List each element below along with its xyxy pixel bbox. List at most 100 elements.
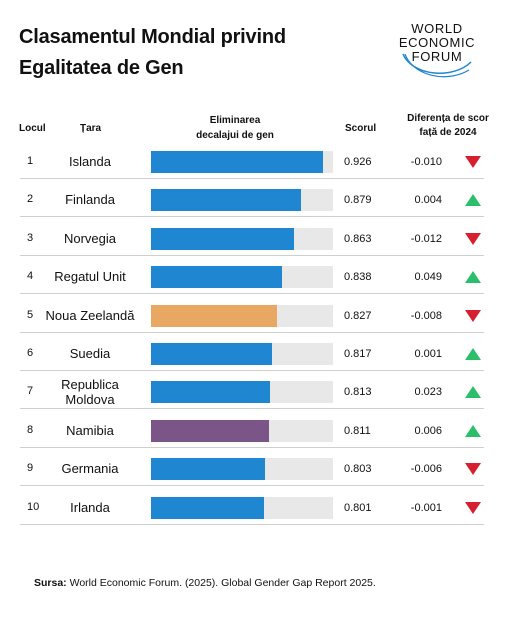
logo-line1: WORLD <box>411 21 463 36</box>
chart-title-line2: Egalitatea de Gen <box>19 57 184 79</box>
bar-track <box>151 189 333 211</box>
rank-label: 6 <box>27 347 34 359</box>
logo-line3: FORUM <box>411 49 463 64</box>
bar-track <box>151 458 333 480</box>
rank-label: 5 <box>27 309 34 321</box>
country-label: Norvegia <box>63 231 117 246</box>
row-divider <box>20 293 484 294</box>
score-label: 0.838 <box>344 271 372 283</box>
country-label: Suedia <box>69 346 111 361</box>
arrow-up-icon <box>465 425 481 437</box>
source-text: World Economic Forum. (2025). Global Gen… <box>66 577 376 589</box>
score-label: 0.827 <box>344 310 372 322</box>
arrow-up-icon <box>465 386 481 398</box>
bar-track <box>151 305 333 327</box>
bar-track <box>151 266 333 288</box>
bar-track <box>151 497 333 519</box>
rank-label: 8 <box>27 424 34 436</box>
header-bar-line1: Eliminarea <box>209 115 261 126</box>
bar <box>151 189 301 211</box>
bar <box>151 381 270 403</box>
row-divider <box>20 332 484 333</box>
diff-label: -0.006 <box>410 463 442 475</box>
rank-label: 3 <box>27 232 34 244</box>
diff-label: -0.001 <box>410 502 442 514</box>
diff-label: -0.010 <box>410 156 442 168</box>
chart-title-line1: Clasamentul Mondial privind <box>19 26 286 48</box>
score-label: 0.811 <box>344 425 371 437</box>
arrow-down-icon <box>465 233 481 245</box>
arrow-up-icon <box>465 348 481 360</box>
country-label: Republica Moldova <box>61 377 119 407</box>
bar <box>151 343 272 365</box>
score-label: 0.801 <box>344 502 372 514</box>
header-rank: Locul <box>19 123 46 134</box>
source-note: Sursa: World Economic Forum. (2025). Glo… <box>34 577 376 589</box>
bar-track <box>151 343 333 365</box>
bar <box>151 151 323 173</box>
row-divider <box>20 447 484 448</box>
row-divider <box>20 255 484 256</box>
country-label: Germania <box>61 461 119 476</box>
score-label: 0.863 <box>344 233 372 245</box>
header-diff-line2: față de 2024 <box>419 127 477 138</box>
row-divider <box>20 524 484 525</box>
rank-label: 2 <box>27 193 34 205</box>
header-diff: Diferența de scor față de 2024 <box>398 112 498 140</box>
row-divider <box>20 408 484 409</box>
header-bar-line2: decalajui de gen <box>196 130 274 141</box>
diff-label: 0.006 <box>414 425 442 437</box>
country-label: Regatul Unit <box>54 269 126 284</box>
diff-label: -0.012 <box>410 233 442 245</box>
country-label: Noua Zeelandă <box>45 308 135 323</box>
score-label: 0.817 <box>344 348 372 360</box>
score-label: 0.803 <box>344 463 372 475</box>
diff-label: -0.008 <box>410 310 442 322</box>
arrow-up-icon <box>465 194 481 206</box>
chart-title: Clasamentul Mondial privind Egalitatea d… <box>19 22 349 84</box>
arrow-down-icon <box>465 310 481 322</box>
bar <box>151 458 265 480</box>
country-label: Namibia <box>66 423 114 438</box>
header-diff-line1: Diferența de scor <box>407 113 489 124</box>
bar <box>151 305 277 327</box>
header-score: Scorul <box>345 123 377 134</box>
rank-label: 9 <box>27 462 34 474</box>
arrow-up-icon <box>465 271 481 283</box>
bar <box>151 420 269 442</box>
diff-label: 0.001 <box>414 348 442 360</box>
row-divider <box>20 216 484 217</box>
score-label: 0.926 <box>344 156 372 168</box>
country-label: Islanda <box>69 154 111 169</box>
country-label: Irlanda <box>70 500 110 515</box>
row-divider <box>20 370 484 371</box>
rank-label: 10 <box>27 501 40 513</box>
bar-track <box>151 228 333 250</box>
row-divider <box>20 178 484 179</box>
header-country: Țara <box>80 123 102 134</box>
source-label: Sursa: <box>34 577 67 589</box>
bar <box>151 497 264 519</box>
arrow-down-icon <box>465 156 481 168</box>
rank-label: 1 <box>27 155 34 167</box>
header-bar: Eliminarea decalajui de gen <box>170 113 300 143</box>
diff-label: 0.049 <box>414 271 442 283</box>
bar-track <box>151 420 333 442</box>
bar-track <box>151 381 333 403</box>
arrow-down-icon <box>465 502 481 514</box>
logo-line2: ECONOMIC <box>398 35 476 50</box>
score-label: 0.879 <box>344 194 372 206</box>
bar <box>151 266 282 288</box>
diff-label: 0.023 <box>414 386 442 398</box>
row-divider <box>20 485 484 486</box>
bar <box>151 228 294 250</box>
rank-label: 7 <box>27 385 34 397</box>
rank-label: 4 <box>27 270 34 282</box>
bar-track <box>151 151 333 173</box>
arrow-down-icon <box>465 463 481 475</box>
wef-logo: WORLD ECONOMIC FORUM <box>389 22 485 84</box>
score-label: 0.813 <box>344 386 372 398</box>
diff-label: 0.004 <box>414 194 442 206</box>
country-label: Finlanda <box>65 192 115 207</box>
logo-arc-icon <box>402 53 472 78</box>
